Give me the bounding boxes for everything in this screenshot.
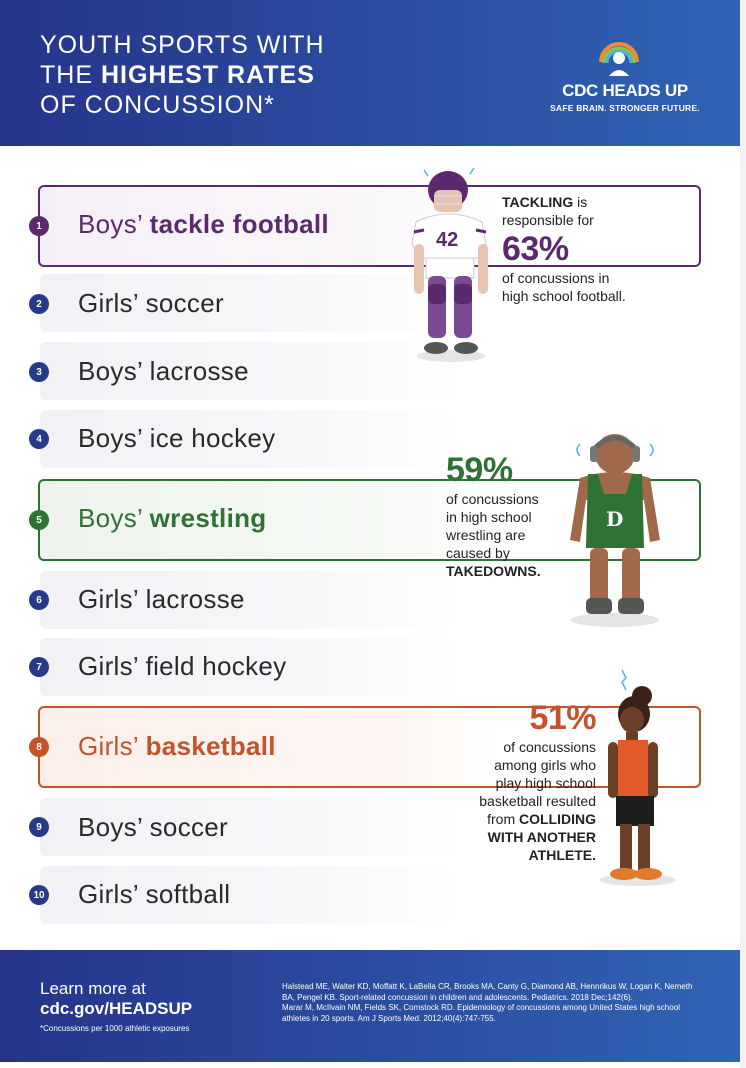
football-stat-line1: TACKLING is [502, 193, 626, 211]
basketball-stat-line5: from COLLIDING [446, 810, 596, 828]
title-line-2: THE HIGHEST RATES [40, 60, 325, 90]
ranking-row-6 [40, 571, 460, 629]
rank-badge-8: 8 [29, 737, 49, 757]
ranking-sport-1: tackle football [149, 209, 329, 239]
football-stat: TACKLING is responsible for 63% of concu… [502, 193, 626, 305]
wrestling-stat-line3: wrestling are [446, 527, 526, 543]
wrestler-singlet-letter: D [606, 507, 623, 531]
ranking-prefix-8: Girls’ [78, 731, 146, 761]
basketball-stat-line1: of concussions [503, 739, 596, 755]
ranking-row-3 [40, 342, 460, 400]
basketball-stat-line4: basketball resulted [479, 793, 596, 809]
ranking-label-5: Boys’ wrestling [78, 503, 266, 534]
ranking-sport-8: basketball [145, 731, 276, 761]
rank-badge-5: 5 [29, 510, 49, 530]
basketball-stat-line5-pre: from [487, 811, 519, 827]
ranking-sport-5: wrestling [149, 503, 267, 533]
basketball-percent: 51% [529, 699, 596, 737]
basketball-stat: 51% of concussions among girls who play … [446, 698, 596, 864]
footer-banner [0, 950, 740, 1062]
rank-badge-4: 4 [29, 429, 49, 449]
wrestling-stat-line1: of concussions [446, 491, 539, 507]
football-stat-line2: responsible for [502, 212, 594, 228]
rank-badge-10: 10 [29, 885, 49, 905]
rank-badge-7: 7 [29, 657, 49, 677]
ranking-row-1 [38, 185, 701, 267]
basketball-stat-line6: WITH ANOTHER [487, 829, 596, 845]
ranking-label-2: Girls’ soccer [78, 288, 224, 318]
rank-badge-1: 1 [29, 216, 49, 236]
rank-badge-9: 9 [29, 817, 49, 837]
basketball-stat-line5-bold: COLLIDING [519, 811, 596, 827]
football-stat-lead: TACKLING [502, 194, 574, 210]
wrestler-illustration: D [570, 434, 660, 627]
ranking-label-3: Boys’ lacrosse [78, 356, 249, 386]
header-banner: YOUTH SPORTS WITH THE HIGHEST RATES OF C… [0, 0, 740, 146]
title-line-2-bold: HIGHEST RATES [100, 61, 315, 89]
football-stat-lead-rest: is [573, 194, 588, 210]
reference-2: Marar M, McIlvain NM, Fields SK, Comstoc… [282, 1003, 680, 1023]
ranking-label-4: Boys’ ice hockey [78, 423, 276, 453]
basketball-stat-line3: play high school [495, 775, 596, 791]
ranking-row-7 [40, 638, 460, 696]
football-player-illustration: 42 [411, 167, 488, 362]
football-stat-line3: of concussions in [502, 270, 610, 286]
wrestling-stat-line4: caused by [446, 545, 510, 561]
rank-badge-6: 6 [29, 590, 49, 610]
basketball-stat-line2: among girls who [494, 757, 596, 773]
basketball-stat-line7: ATHLETE. [528, 847, 596, 863]
wrestling-stat-line2: in high school [446, 509, 532, 525]
footer-learn-more: Learn more at [40, 979, 146, 998]
ranking-row-2 [40, 274, 460, 332]
ranking-label-7: Girls’ field hockey [78, 651, 287, 681]
ranking-label-10: Girls’ softball [78, 879, 231, 909]
footnote: *Concussions per 1000 athletic exposures [40, 1024, 190, 1033]
ranking-row-8 [38, 706, 701, 788]
footer-references: Halstead ME, Walter KD, Moffatt K, LaBel… [282, 982, 702, 1024]
football-jersey-number: 42 [436, 229, 458, 251]
ranking-row-9 [40, 798, 460, 856]
wrestling-stat-line5: TAKEDOWNS. [446, 563, 541, 579]
football-stat-line4: high school football. [502, 288, 626, 304]
ranking-prefix-1: Boys’ [78, 209, 150, 239]
logo-name: CDC HEADS UP [562, 81, 688, 100]
ranking-row-10 [40, 866, 460, 924]
page-edge [740, 0, 746, 1068]
ranking-label-9: Boys’ soccer [78, 812, 229, 842]
title-line-3: OF CONCUSSION* [40, 91, 275, 119]
page-title: YOUTH SPORTS WITH THE HIGHEST RATES OF C… [40, 30, 325, 120]
football-percent: 63% [502, 230, 569, 268]
ranking-row-4 [40, 410, 460, 468]
footer-link[interactable]: cdc.gov/HEADSUP [40, 999, 193, 1018]
cdc-heads-up-logo[interactable]: CDC HEADS UP SAFE BRAIN. STRONGER FUTURE… [540, 30, 710, 120]
wrestling-percent: 59% [446, 451, 513, 489]
basketball-player-illustration [600, 669, 676, 886]
title-line-2-pre: THE [40, 61, 101, 89]
wrestling-stat: 59% of concussions in high school wrestl… [446, 450, 541, 580]
title-line-1: YOUTH SPORTS WITH [40, 31, 325, 59]
logo-tagline: SAFE BRAIN. STRONGER FUTURE. [550, 103, 700, 113]
rank-badge-2: 2 [29, 294, 49, 314]
ranking-prefix-5: Boys’ [78, 503, 150, 533]
ranking-label-1: Boys’ tackle football [78, 209, 329, 240]
ranking-label-8: Girls’ basketball [78, 731, 276, 762]
reference-1: Halstead ME, Walter KD, Moffatt K, LaBel… [282, 982, 693, 1002]
rank-badge-3: 3 [29, 362, 49, 382]
ranking-label-6: Girls’ lacrosse [78, 584, 245, 614]
heads-up-logo-icon [599, 42, 639, 76]
